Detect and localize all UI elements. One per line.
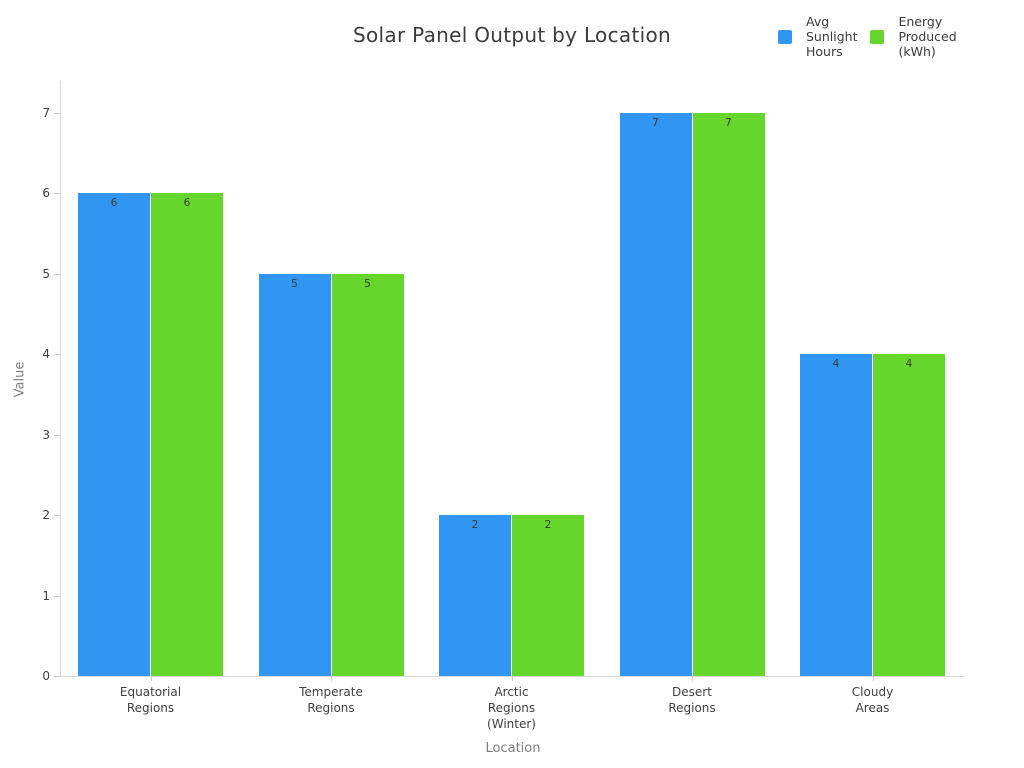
y-axis-title: Value bbox=[12, 361, 28, 398]
y-tick-label: 3 bbox=[42, 427, 50, 442]
bar-avg-sunlight-hours bbox=[619, 113, 692, 676]
bar-energy-produced-kwh- bbox=[692, 113, 765, 676]
x-category-label: Cloudy Areas bbox=[851, 685, 894, 715]
y-tick-mark bbox=[54, 595, 60, 597]
legend-label-energy-produced: Energy Produced (kWh) bbox=[898, 14, 957, 59]
bar-value-label: 5 bbox=[291, 277, 298, 290]
x-axis-title: Location bbox=[485, 741, 541, 756]
y-tick-mark bbox=[54, 515, 60, 517]
y-tick-mark bbox=[54, 193, 60, 195]
bar-avg-sunlight-hours bbox=[258, 273, 331, 676]
y-tick-mark bbox=[54, 354, 60, 356]
x-tick-mark bbox=[692, 676, 693, 681]
y-tick-label: 2 bbox=[42, 508, 50, 523]
bar-value-label: 6 bbox=[183, 197, 191, 210]
y-tick-label: 1 bbox=[42, 588, 50, 603]
bar-energy-produced-kwh- bbox=[512, 515, 584, 676]
y-tick-mark bbox=[54, 273, 60, 275]
y-tick-label: 6 bbox=[42, 186, 50, 201]
x-category-label: Equatorial Regions bbox=[119, 685, 182, 715]
bar-energy-produced-kwh- bbox=[151, 193, 223, 676]
x-category-label: Desert Regions bbox=[668, 685, 716, 715]
legend: Avg Sunlight Hours Energy Produced (kWh) bbox=[778, 14, 957, 59]
x-tick-mark bbox=[331, 676, 332, 681]
bar-value-label: 6 bbox=[110, 197, 118, 210]
bar-energy-produced-kwh- bbox=[331, 273, 404, 676]
legend-swatch-green-icon bbox=[870, 29, 885, 44]
x-category-label: Arctic Regions (Winter) bbox=[487, 685, 536, 731]
legend-item-avg-sunlight-hours[interactable]: Avg Sunlight Hours bbox=[778, 14, 857, 59]
x-tick-mark bbox=[150, 676, 152, 681]
y-tick-label: 5 bbox=[42, 266, 50, 281]
y-tick-mark bbox=[54, 113, 60, 114]
x-tick-mark bbox=[511, 676, 513, 681]
bar-avg-sunlight-hours bbox=[800, 354, 872, 676]
legend-item-energy-produced[interactable]: Energy Produced (kWh) bbox=[870, 14, 957, 59]
bar-avg-sunlight-hours bbox=[439, 515, 511, 676]
bar-avg-sunlight-hours bbox=[78, 193, 150, 676]
x-tick-mark bbox=[872, 676, 874, 681]
legend-label-avg-sunlight-hours: Avg Sunlight Hours bbox=[806, 14, 858, 59]
bar-value-label: 7 bbox=[725, 117, 732, 129]
legend-swatch-blue-icon bbox=[778, 29, 792, 44]
bar-energy-produced-kwh- bbox=[873, 354, 945, 676]
y-tick-mark bbox=[54, 434, 60, 436]
y-tick-label: 4 bbox=[42, 347, 50, 362]
bar-value-label: 4 bbox=[832, 358, 840, 371]
bar-value-label: 5 bbox=[364, 277, 371, 290]
y-tick-mark bbox=[54, 676, 60, 677]
x-axis-line bbox=[60, 676, 965, 677]
bar-value-label: 2 bbox=[544, 519, 552, 532]
y-tick-label: 0 bbox=[42, 669, 50, 683]
chart-title: Solar Panel Output by Location bbox=[353, 23, 671, 47]
bar-value-label: 7 bbox=[652, 117, 659, 129]
bar-value-label: 4 bbox=[905, 358, 913, 371]
y-tick-label: 7 bbox=[42, 106, 50, 120]
y-axis-line bbox=[60, 81, 61, 676]
bar-value-label: 2 bbox=[471, 519, 479, 532]
x-category-label: Temperate Regions bbox=[299, 685, 363, 715]
